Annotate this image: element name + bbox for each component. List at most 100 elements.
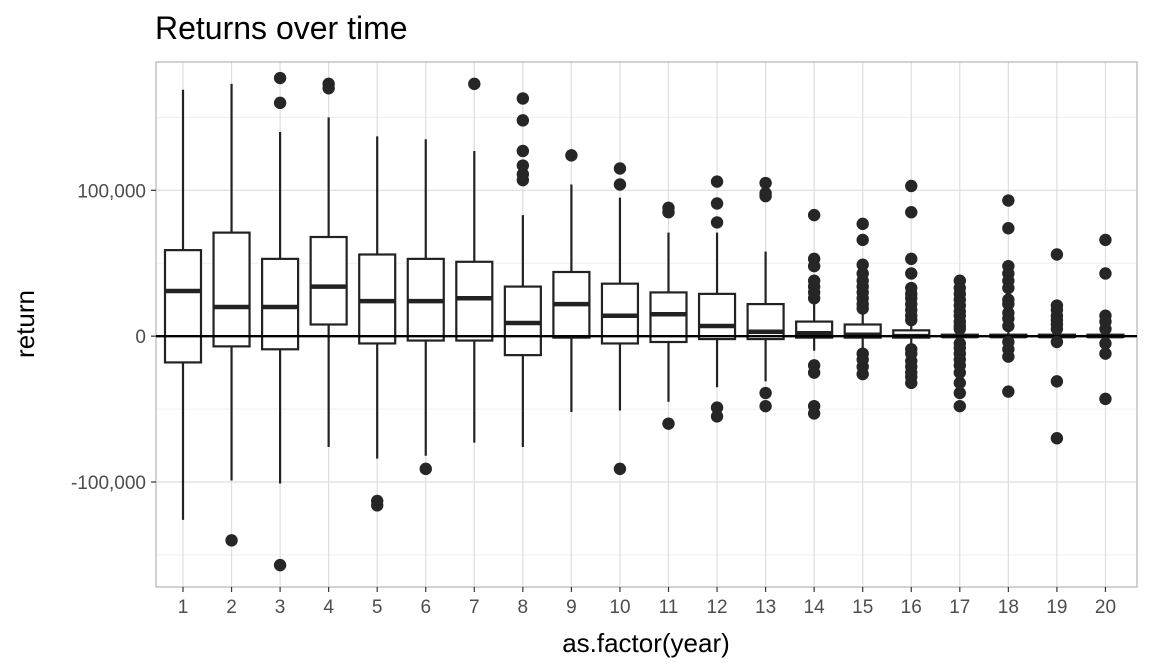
- x-tick-label: 5: [372, 597, 383, 618]
- x-tick-label: 9: [566, 597, 577, 618]
- box-iqr: [455, 260, 494, 342]
- box-iqr: [309, 235, 348, 326]
- outlier-point: [807, 366, 821, 379]
- outlier-point: [856, 233, 869, 247]
- x-tick-label: 15: [852, 597, 873, 618]
- box-iqr: [261, 257, 300, 351]
- outlier-point: [662, 417, 675, 430]
- outlier-point: [565, 149, 578, 162]
- outlier-point: [807, 208, 821, 222]
- y-axis: -100,000 0 100,000: [71, 181, 156, 494]
- box-8: [503, 215, 542, 447]
- outlier-point: [225, 534, 238, 547]
- outlier-point: [1002, 297, 1015, 311]
- y-axis-title: return: [10, 290, 40, 358]
- outlier-point: [953, 399, 966, 413]
- outlier-point: [807, 407, 821, 420]
- outlier-point: [613, 462, 627, 476]
- outlier-point: [710, 410, 724, 423]
- x-tick-label: 6: [420, 597, 431, 618]
- outlier-point: [905, 267, 918, 280]
- outlier-point: [856, 258, 869, 271]
- box-group: [163, 83, 1125, 520]
- outlier-point: [856, 217, 869, 231]
- outlier-point: [710, 401, 724, 414]
- outlier-point: [856, 367, 869, 381]
- plot-panel-border: [155, 61, 1138, 588]
- outlier-group: [225, 71, 1112, 572]
- x-tick-label: 2: [226, 597, 237, 618]
- outlier-point: [1002, 319, 1015, 333]
- outlier-point: [516, 114, 530, 127]
- box-10: [600, 197, 640, 411]
- outlier-point: [953, 386, 966, 400]
- x-tick-label: 18: [998, 597, 1019, 618]
- outlier-point: [710, 216, 724, 229]
- grid-lines: [156, 62, 1137, 587]
- outlier-point: [516, 92, 530, 105]
- outlier-point: [953, 366, 966, 379]
- outlier-point: [710, 197, 724, 210]
- chart-title: Returns over time: [155, 10, 408, 46]
- outlier-point: [953, 322, 966, 336]
- outlier-point: [856, 302, 869, 315]
- outlier-point: [1099, 337, 1112, 350]
- outlier-point: [371, 499, 384, 512]
- outlier-point: [710, 175, 724, 188]
- outlier-point: [1002, 385, 1015, 398]
- outlier-point: [1099, 322, 1112, 336]
- outlier-point: [613, 178, 627, 191]
- x-tick-label: 20: [1095, 597, 1116, 618]
- box-14: [795, 304, 834, 351]
- outlier-point: [759, 189, 772, 203]
- outlier-point: [1050, 432, 1064, 445]
- y-tick-label: -100,000: [71, 473, 146, 494]
- box-iqr: [163, 249, 203, 364]
- x-tick-label: 8: [518, 597, 529, 618]
- y-tick-label: 0: [135, 327, 146, 348]
- outlier-point: [1050, 322, 1064, 336]
- outlier-point: [1050, 248, 1064, 261]
- outlier-point: [905, 376, 918, 390]
- outlier-point: [759, 176, 772, 190]
- outlier-point: [273, 96, 287, 110]
- x-tick-label: 4: [323, 597, 334, 618]
- outlier-point: [759, 399, 772, 413]
- x-tick-label: 10: [609, 597, 630, 618]
- x-tick-label: 13: [755, 597, 776, 618]
- outlier-point: [953, 376, 966, 390]
- outlier-point: [468, 77, 481, 91]
- outlier-point: [273, 558, 287, 572]
- box-7: [455, 150, 494, 443]
- x-axis-title: as.factor(year): [562, 628, 730, 658]
- box-9: [552, 184, 591, 412]
- x-tick-label: 14: [804, 597, 826, 618]
- box-11: [649, 232, 688, 402]
- box-4: [309, 117, 348, 447]
- x-tick-label: 1: [178, 597, 189, 618]
- outlier-point: [516, 173, 530, 187]
- outlier-point: [905, 313, 918, 327]
- x-tick-label: 7: [469, 597, 480, 618]
- outlier-point: [1099, 392, 1112, 406]
- outlier-point: [807, 292, 821, 305]
- box-5: [358, 136, 397, 459]
- outlier-point: [613, 162, 627, 175]
- outlier-point: [662, 206, 675, 219]
- outlier-point: [1099, 347, 1112, 360]
- box-iqr: [649, 291, 688, 344]
- outlier-point: [1099, 267, 1112, 280]
- outlier-point: [905, 206, 918, 219]
- outlier-point: [1002, 350, 1015, 363]
- outlier-point: [516, 144, 530, 158]
- outlier-point: [1002, 281, 1015, 295]
- outlier-point: [759, 386, 772, 400]
- outlier-point: [1050, 375, 1064, 388]
- x-tick-label: 12: [706, 597, 727, 618]
- box-13: [746, 251, 785, 382]
- outlier-point: [905, 179, 918, 193]
- box-iqr: [212, 231, 251, 348]
- y-tick-label: 100,000: [77, 181, 146, 202]
- x-tick-label: 17: [949, 597, 970, 618]
